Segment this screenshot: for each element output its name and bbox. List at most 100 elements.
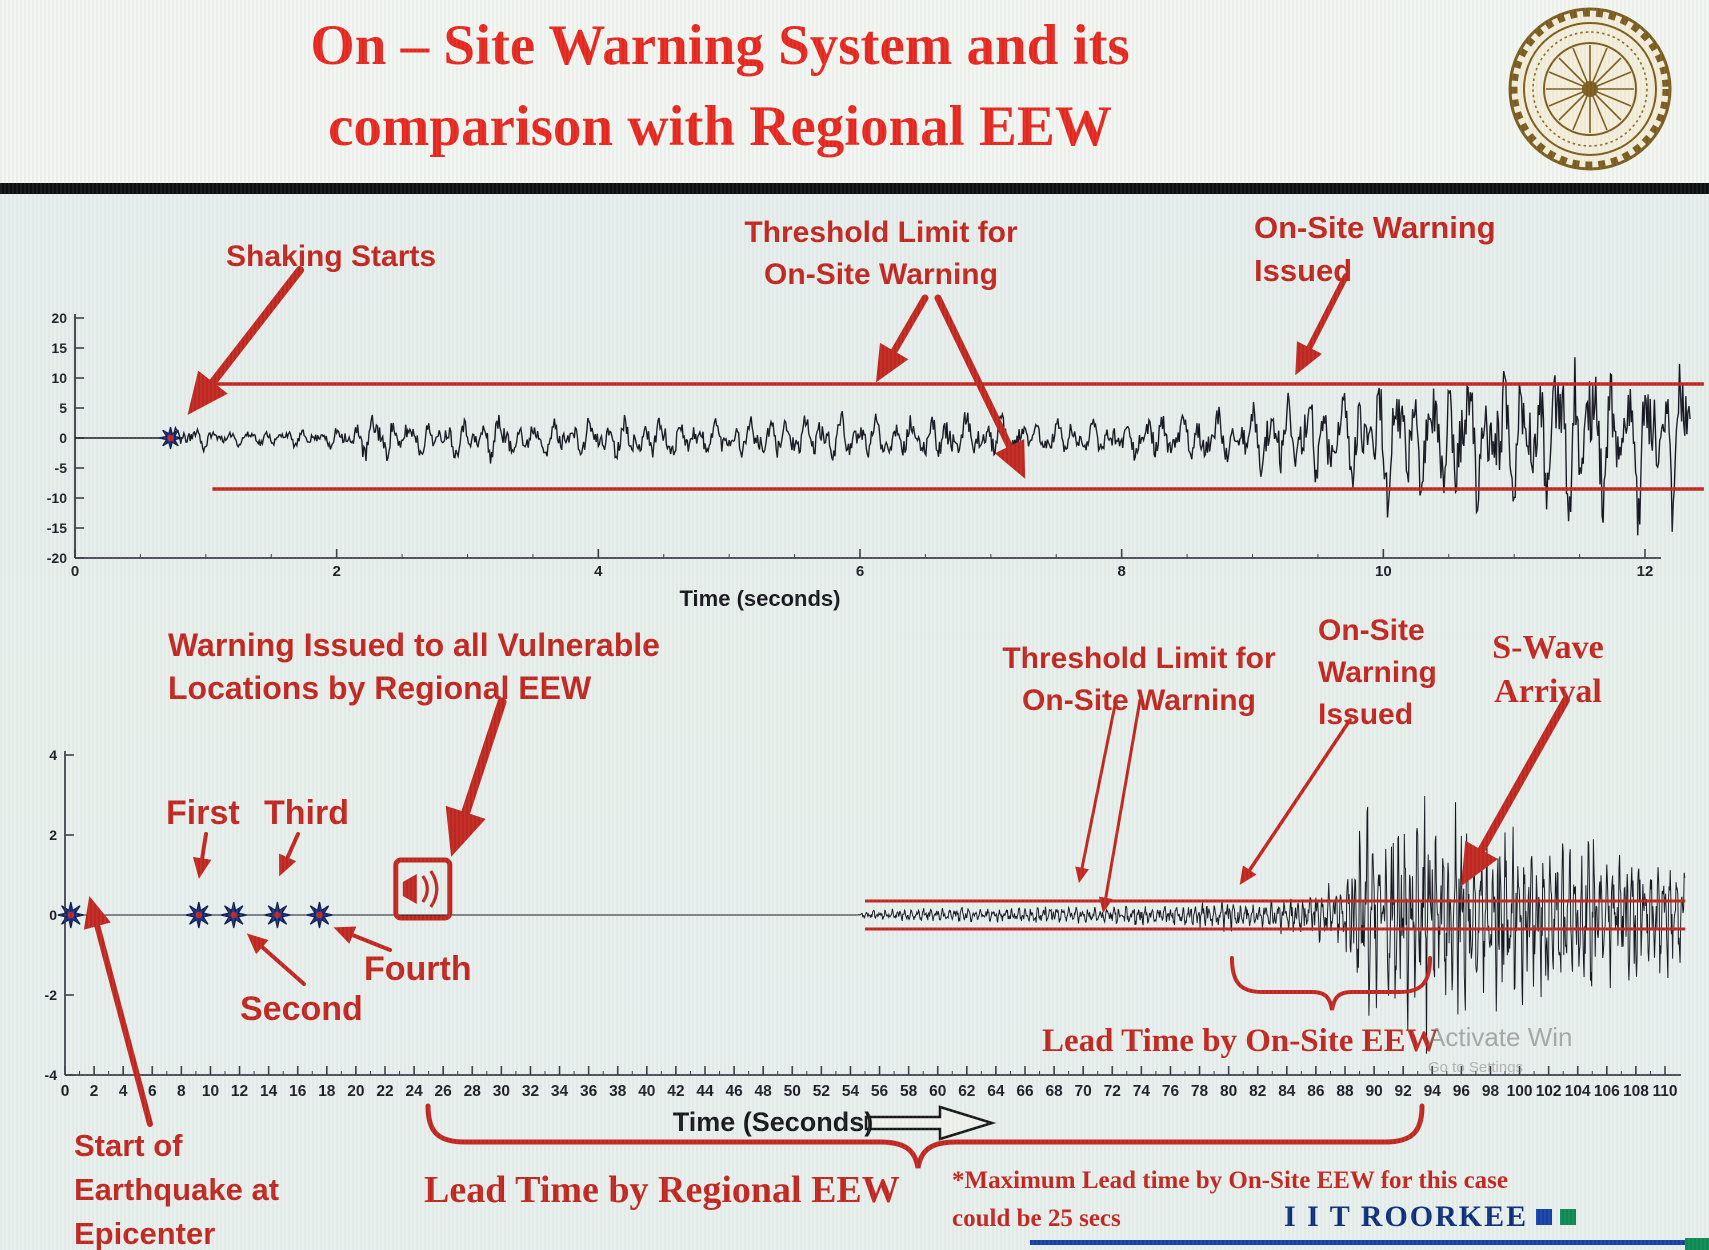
svg-text:10: 10 [1375,563,1392,580]
regional-warning-siren-icon [393,857,453,921]
svg-text:-2: -2 [45,987,58,1003]
svg-text:0: 0 [71,563,79,580]
onsite-warning-issued-top-label: On-Site Warning Issued [1254,210,1496,289]
top-xaxis-title: Time (seconds) [679,586,841,611]
svg-text:70: 70 [1075,1083,1092,1100]
svg-text:0: 0 [59,430,67,446]
svg-text:72: 72 [1104,1083,1121,1100]
svg-text:32: 32 [522,1083,539,1100]
svg-text:92: 92 [1395,1083,1412,1100]
svg-text:12: 12 [231,1083,248,1100]
svg-text:28: 28 [464,1083,482,1100]
svg-text:38: 38 [609,1083,627,1100]
svg-text:0: 0 [49,907,57,923]
brand-blue-square [1536,1209,1553,1225]
svg-text:98: 98 [1482,1083,1500,1100]
svg-text:26: 26 [435,1083,453,1100]
svg-text:24: 24 [405,1083,423,1100]
footer-underline [1030,1240,1709,1245]
svg-text:-5: -5 [55,460,68,476]
title-line-2: comparison with Regional EEW [328,94,1112,158]
svg-text:-4: -4 [45,1067,58,1083]
svg-text:94: 94 [1424,1083,1442,1100]
svg-text:54: 54 [842,1083,860,1100]
svg-text:6: 6 [856,563,864,580]
svg-text:50: 50 [784,1083,801,1100]
svg-text:10: 10 [202,1083,219,1100]
svg-text:56: 56 [871,1083,889,1100]
svg-text:86: 86 [1307,1083,1325,1100]
svg-text:36: 36 [580,1083,598,1100]
svg-text:40: 40 [638,1083,655,1100]
start-earthquake-label: Start of Earthquake at Epicenter [74,1128,280,1250]
threshold-limit-top-label: Threshold Limit for On-Site Warning [744,216,1018,291]
svg-text:6: 6 [148,1083,157,1100]
svg-text:22: 22 [376,1083,393,1100]
svg-text:4: 4 [49,747,57,763]
lead-time-onsite-label: Lead Time by On-Site EEW [1042,1023,1439,1059]
svg-text:30: 30 [493,1083,510,1100]
svg-text:84: 84 [1278,1083,1296,1100]
svg-text:78: 78 [1191,1083,1209,1100]
svg-text:62: 62 [958,1083,975,1100]
svg-text:100: 100 [1507,1083,1533,1100]
svg-text:14: 14 [260,1083,278,1100]
second-label: Second [240,990,363,1028]
svg-text:88: 88 [1336,1083,1354,1100]
title-divider-bar [0,183,1709,194]
svg-text:44: 44 [696,1083,714,1100]
svg-text:64: 64 [987,1083,1005,1100]
svg-text:34: 34 [551,1083,569,1100]
svg-text:110: 110 [1652,1083,1677,1100]
lead-time-regional-label: Lead Time by Regional EEW [424,1169,900,1211]
svg-text:102: 102 [1536,1083,1562,1100]
svg-text:10: 10 [51,370,67,386]
bottom-xaxis-title: Time (Seconds) [672,1107,874,1137]
footer-corner-block [1685,1238,1709,1250]
svg-text:12: 12 [1637,563,1654,580]
svg-text:108: 108 [1623,1083,1649,1100]
svg-text:4: 4 [119,1083,128,1100]
svg-text:46: 46 [725,1083,743,1100]
svg-text:42: 42 [667,1083,684,1100]
svg-text:16: 16 [289,1083,307,1100]
svg-text:4: 4 [594,563,603,580]
third-label: Third [264,794,349,832]
svg-text:2: 2 [49,827,57,843]
title-line-1: On – Site Warning System and its [310,14,1130,77]
seismogram-trace [75,357,1691,536]
svg-text:66: 66 [1016,1083,1034,1100]
svg-text:76: 76 [1162,1083,1180,1100]
first-label: First [166,794,240,832]
svg-text:48: 48 [755,1083,773,1100]
iit-roorkee-seal-icon [1508,7,1672,171]
svg-text:58: 58 [900,1083,918,1100]
svg-text:-15: -15 [47,520,67,536]
svg-text:5: 5 [59,400,67,416]
svg-text:96: 96 [1453,1083,1471,1100]
svg-text:52: 52 [813,1083,830,1100]
svg-text:68: 68 [1045,1083,1063,1100]
threshold-limit-bottom-label: Threshold Limit for On-Site Warning [1002,642,1276,717]
fourth-label: Fourth [364,950,472,988]
max-lead-time-note: *Maximum Lead time by On-Site EEW for th… [952,1167,1509,1232]
onsite-warning-issued-bottom-label: On-Site Warning Issued [1318,614,1437,731]
svg-text:20: 20 [347,1083,364,1100]
svg-text:-10: -10 [47,490,67,506]
regional-warning-label: Warning Issued to all Vulnerable Locatio… [168,627,660,707]
svg-text:74: 74 [1133,1083,1151,1100]
svg-text:-20: -20 [47,550,67,566]
svg-text:104: 104 [1565,1083,1591,1100]
activation-watermark: Activate Win Go to Settings [1428,1022,1573,1076]
svg-text:2: 2 [332,563,340,580]
s-wave-arrival-label: S-Wave Arrival [1492,629,1604,711]
svg-text:2: 2 [90,1083,99,1100]
svg-text:8: 8 [177,1083,186,1100]
iit-roorkee-brand: I I T ROORKEE [1284,1200,1577,1234]
svg-text:106: 106 [1594,1083,1620,1100]
svg-text:15: 15 [51,340,67,356]
slide-title: On – Site Warning System and its compari… [30,6,1410,168]
svg-text:18: 18 [318,1083,336,1100]
